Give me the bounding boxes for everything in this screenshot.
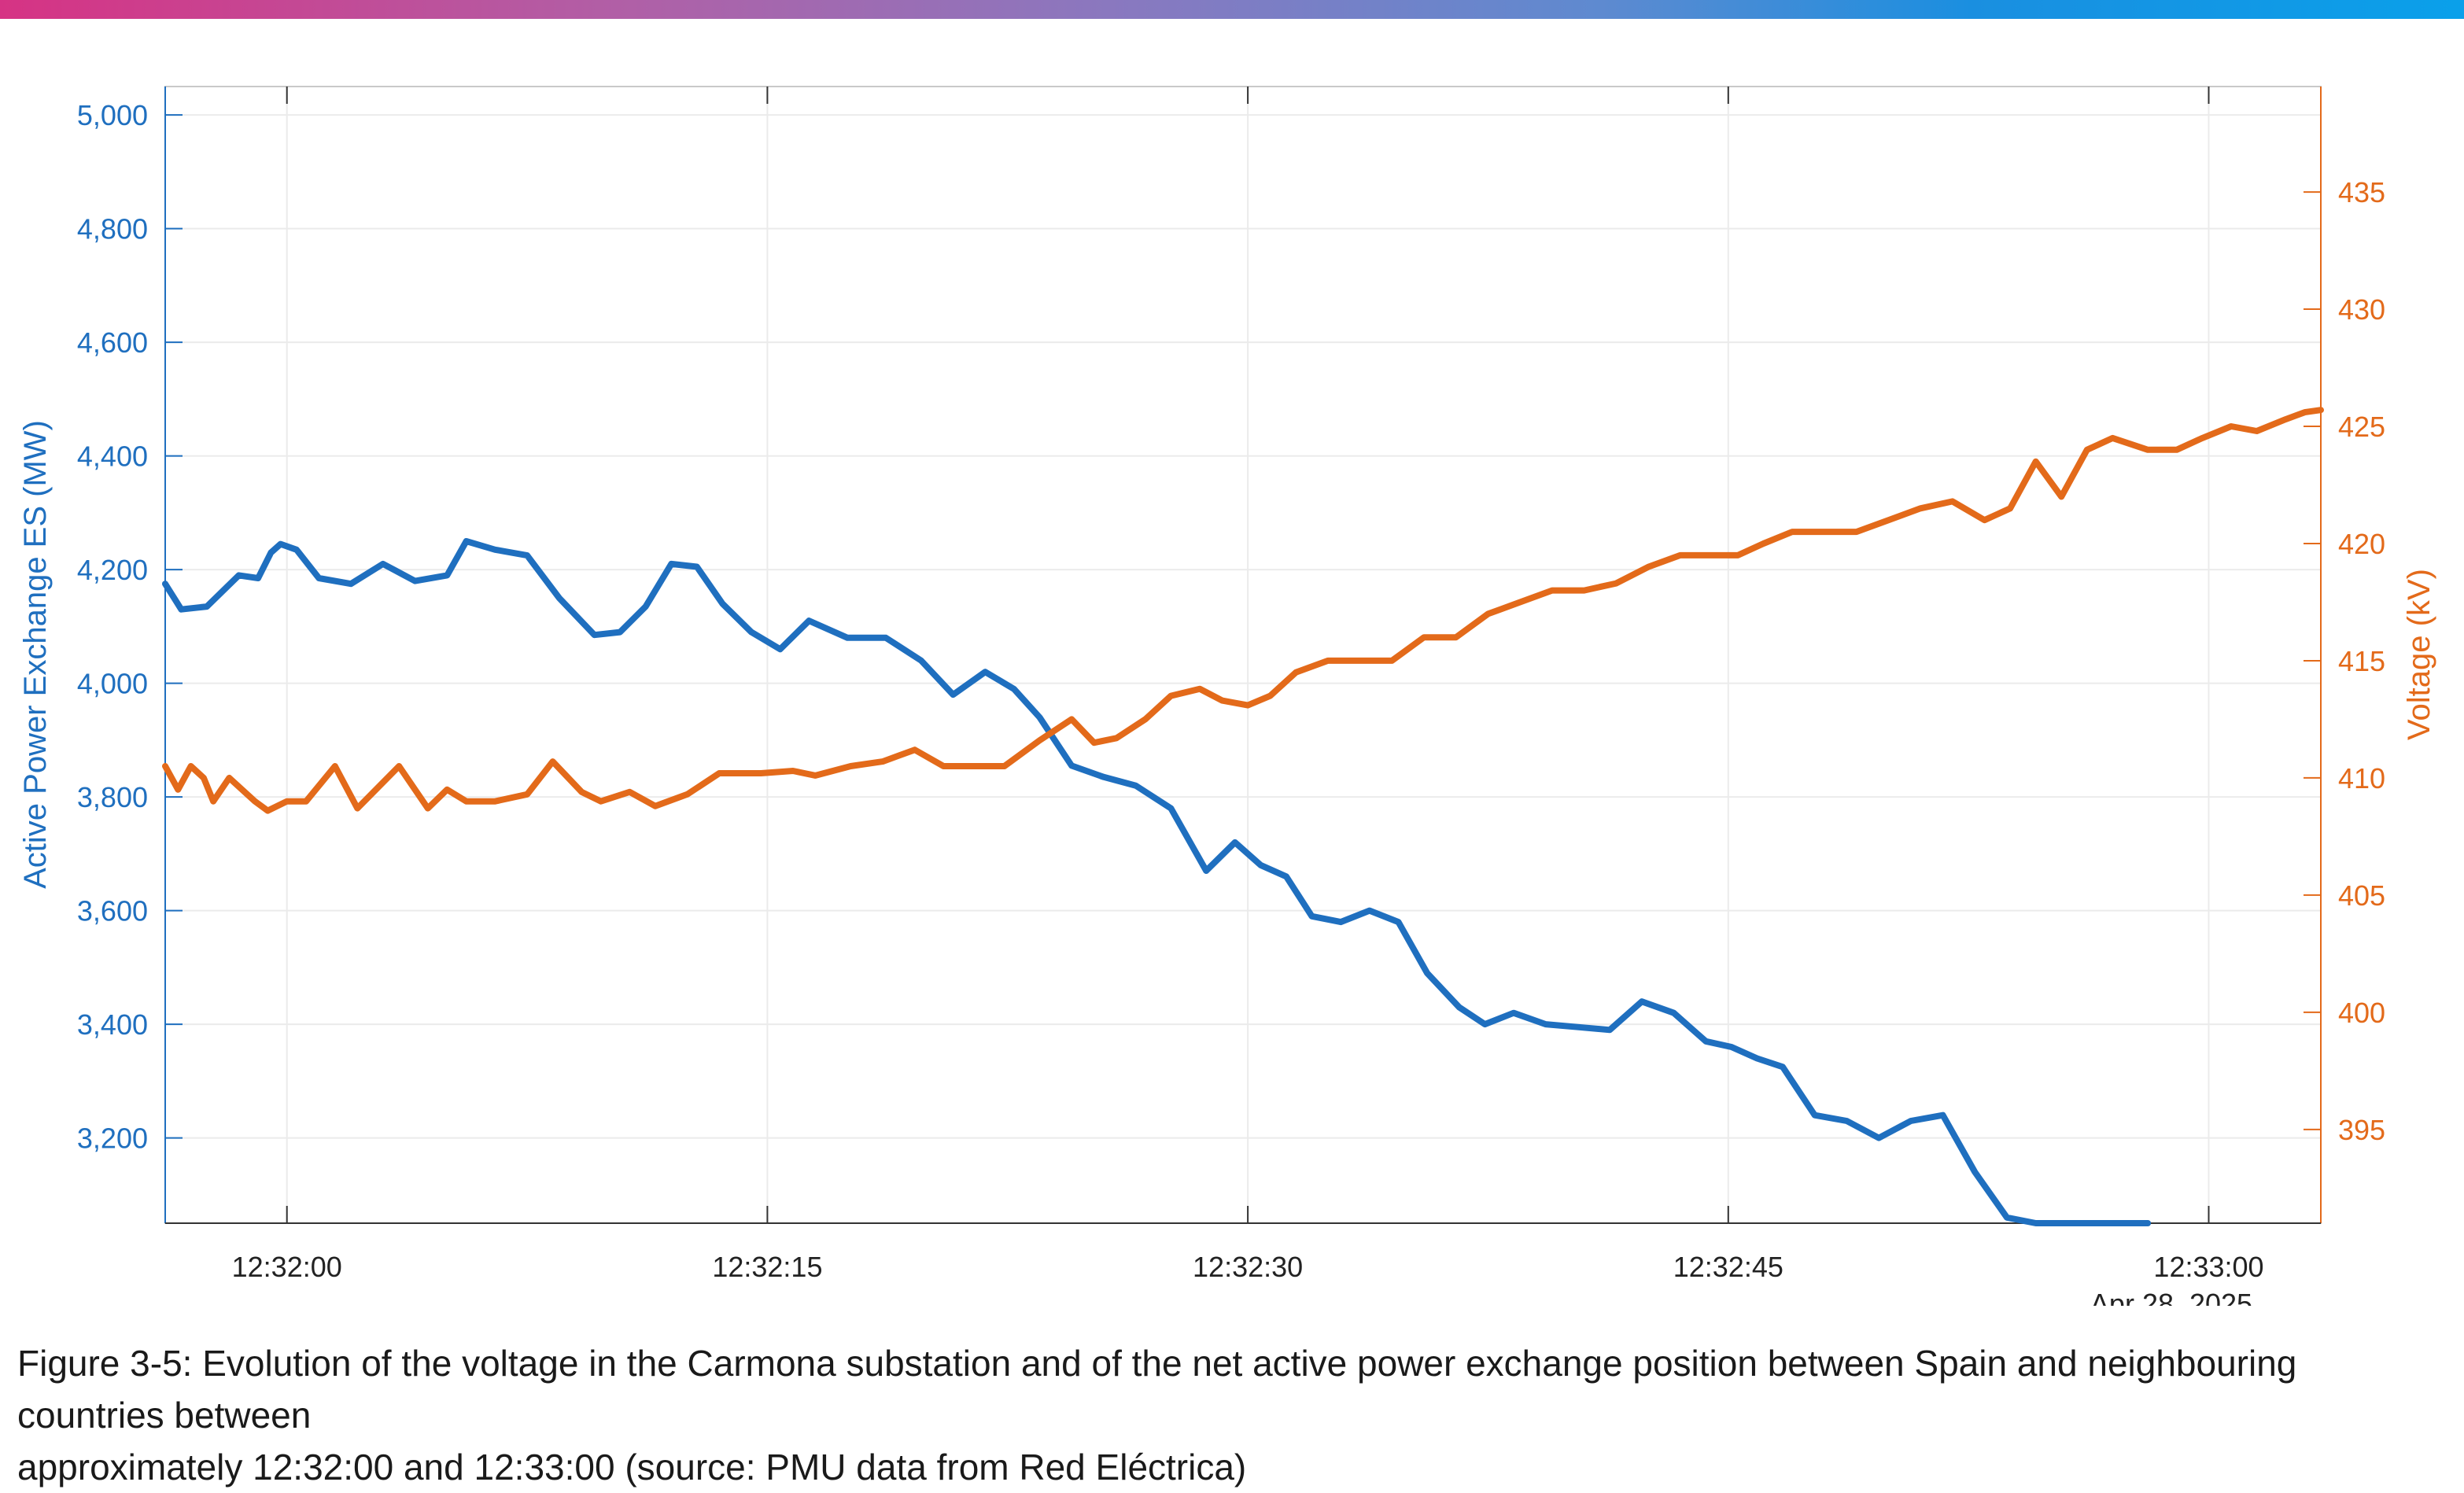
voltage-series-line [162,407,2324,814]
x-tick-label: 12:32:30 [1193,1251,1303,1283]
x-tick-label: 12:32:45 [1673,1251,1783,1283]
x-axis-ticks: 12:32:00 12:32:15 12:32:30 12:32:45 12:33:00 [232,87,2264,1283]
left-tick-label: 5,000 [77,99,148,131]
right-tick-label: 415 [2338,645,2385,677]
left-tick-label: 3,200 [77,1123,148,1155]
right-tick-label: 400 [2338,997,2385,1029]
x-tick-label: 12:33:00 [2153,1251,2263,1283]
accent-gradient-bar [0,0,2464,19]
plot-frame [164,86,2322,1224]
left-tick-label: 4,200 [77,554,148,586]
left-tick-label: 3,800 [77,781,148,813]
right-tick-label: 430 [2338,293,2385,326]
caption-line-2: approximately 12:32:00 and 12:33:00 (sou… [17,1447,1247,1487]
left-axis-ticks: 5,000 4,800 4,600 4,400 4,200 4,000 3,800 3,600… [77,99,183,1155]
left-tick-label: 4,800 [77,213,148,245]
grid-lines [165,87,2321,1223]
x-tick-label: 12:32:00 [232,1251,342,1283]
caption-line-1: Figure 3-5: Evolution of the voltage in … [17,1343,2297,1436]
right-tick-label: 410 [2338,762,2385,794]
power-series-line [162,538,2152,1226]
date-label: Apr 28, 2025 [2090,1288,2252,1306]
right-axis-ticks: 435 430 425 420 415 410 405 400 395 [2304,176,2385,1146]
power-voltage-chart: 5,000 4,800 4,600 4,400 4,200 4,000 3,800 3,600… [18,86,2436,1306]
figure-caption: Figure 3-5: Evolution of the voltage in … [17,1337,2448,1493]
left-axis-label: Active Power Exchange ES (MW) [18,420,53,889]
right-tick-label: 435 [2338,176,2385,208]
right-tick-label: 405 [2338,879,2385,912]
right-tick-label: 420 [2338,528,2385,560]
left-tick-label: 3,400 [77,1008,148,1041]
x-tick-label: 12:32:15 [712,1251,822,1283]
left-tick-label: 4,000 [77,668,148,700]
right-tick-label: 425 [2338,411,2385,443]
left-tick-label: 4,400 [77,441,148,473]
right-axis-label: Voltage (kV) [2402,569,2436,740]
left-tick-label: 4,600 [77,326,148,359]
right-tick-label: 395 [2338,1114,2385,1146]
left-tick-label: 3,600 [77,895,148,927]
